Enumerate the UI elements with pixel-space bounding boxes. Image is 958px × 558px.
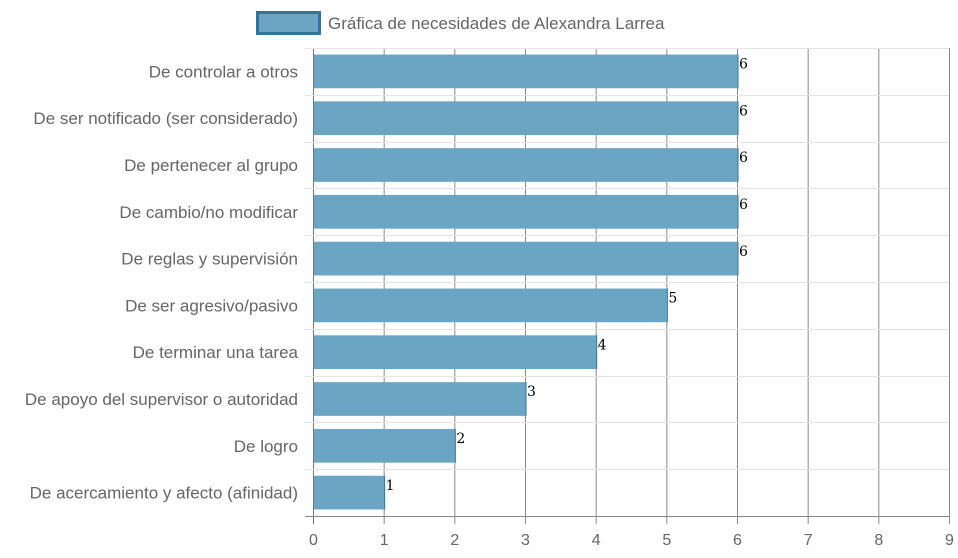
legend-series-name[interactable]: Gráfica de necesidades de Alexandra Larr… bbox=[328, 14, 665, 33]
category-labels: De controlar a otros De ser notificado (s… bbox=[25, 62, 299, 502]
data-label: 6 bbox=[739, 103, 748, 119]
data-label: 2 bbox=[456, 431, 465, 447]
bar[interactable] bbox=[314, 54, 738, 89]
bar[interactable] bbox=[314, 241, 738, 276]
data-label: 4 bbox=[598, 337, 607, 353]
category-label: De apoyo del supervisor o autoridad bbox=[25, 390, 298, 409]
category-label: De terminar una tarea bbox=[133, 343, 299, 362]
data-label: 6 bbox=[739, 57, 748, 73]
data-labels: 6 6 6 6 6 5 4 3 2 1 bbox=[386, 57, 748, 494]
category-label: De controlar a otros bbox=[149, 62, 298, 81]
data-label: 5 bbox=[668, 291, 677, 307]
category-label: De cambio/no modificar bbox=[119, 203, 298, 222]
x-tick-label: 2 bbox=[450, 532, 459, 549]
chart-legend[interactable]: Gráfica de necesidades de Alexandra Larr… bbox=[256, 11, 665, 35]
x-tick-label: 3 bbox=[521, 532, 530, 549]
data-label: 1 bbox=[386, 478, 395, 494]
category-label: De ser agresivo/pasivo bbox=[125, 296, 298, 315]
category-label: De ser notificado (ser considerado) bbox=[33, 109, 298, 128]
x-tick-label: 6 bbox=[733, 532, 742, 549]
bar[interactable] bbox=[314, 148, 738, 182]
x-tick-label: 5 bbox=[662, 532, 671, 549]
bar[interactable] bbox=[314, 288, 668, 323]
category-label: De logro bbox=[234, 437, 298, 456]
x-tick-label: 4 bbox=[592, 532, 601, 549]
data-label: 6 bbox=[739, 197, 748, 213]
x-tick-labels: 0 1 2 3 4 5 6 7 8 9 bbox=[309, 532, 954, 549]
category-label: De acercamiento y afecto (afinidad) bbox=[30, 484, 298, 503]
x-tick-label: 9 bbox=[945, 532, 954, 549]
legend-swatch[interactable] bbox=[256, 11, 321, 35]
y-gridlines bbox=[305, 48, 949, 517]
data-label: 6 bbox=[739, 244, 748, 260]
x-tick-label: 1 bbox=[380, 532, 389, 549]
bar[interactable] bbox=[314, 382, 526, 416]
data-label: 3 bbox=[527, 384, 536, 400]
data-label: 6 bbox=[739, 150, 748, 166]
category-label: De reglas y supervisión bbox=[121, 250, 298, 269]
category-label: De pertenecer al grupo bbox=[124, 156, 298, 175]
x-tick-label: 7 bbox=[804, 532, 813, 549]
bar[interactable] bbox=[314, 194, 738, 229]
bar[interactable] bbox=[314, 101, 738, 136]
x-tick-label: 0 bbox=[309, 532, 318, 549]
bar[interactable] bbox=[314, 475, 385, 510]
bar[interactable] bbox=[314, 335, 597, 370]
x-tick-label: 8 bbox=[874, 532, 883, 549]
bars bbox=[314, 54, 739, 510]
bar[interactable] bbox=[314, 428, 456, 463]
